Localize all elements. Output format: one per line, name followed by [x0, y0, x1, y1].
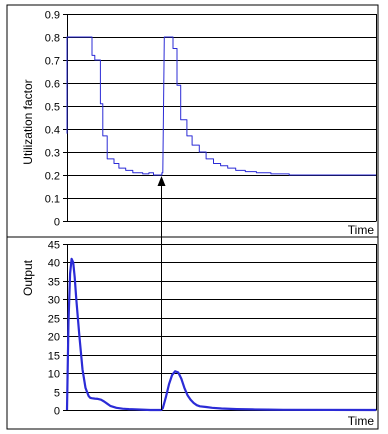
top-series-line-0	[66, 36, 376, 176]
bottom-ytick-label-1: 5	[54, 388, 60, 400]
top-ytick-label-8: 0.8	[45, 33, 60, 45]
bottom-ytick-label-3: 15	[48, 351, 60, 363]
top-ytick-label-3: 0.3	[45, 148, 60, 160]
bottom-panel-frame	[6, 236, 379, 430]
bottom-ytick-label-8: 40	[48, 258, 60, 270]
top-ytick-label-7: 0.7	[45, 56, 60, 68]
annotation-layer	[157, 176, 166, 410]
bottom-ytick-label-4: 20	[48, 332, 60, 344]
bottom-ytick-label-0: 0	[54, 406, 60, 418]
top-panel-frame	[6, 4, 379, 238]
top-ytick-label-5: 0.5	[45, 102, 60, 114]
top-y-axis-label: Utilization factor	[21, 79, 35, 164]
bottom-y-axis-label: Output	[21, 259, 35, 296]
top-ytick-label-9: 0.9	[45, 10, 60, 22]
panel-frames	[6, 4, 379, 430]
bottom-ytick-label-6: 30	[48, 295, 60, 307]
grid-lines	[63, 14, 377, 411]
top-ytick-label-0: 0	[54, 217, 60, 229]
bottom-x-axis-label: Time	[348, 414, 375, 428]
annotation-arrow-head	[157, 176, 166, 186]
top-ytick-label-6: 0.6	[45, 79, 60, 91]
bottom-ytick-label-2: 10	[48, 369, 60, 381]
top-ytick-label-1: 0.1	[45, 194, 60, 206]
series-layer	[65, 36, 377, 412]
tick-labels: 0 0.1 0.2 0.3 0.4 0.5 0.6 0.7 0.8 0.9 0 5 10 15 20 25 30…	[45, 10, 60, 418]
bottom-ytick-label-7: 35	[48, 277, 60, 289]
top-ytick-label-2: 0.2	[45, 171, 60, 183]
bottom-series-line-0	[65, 257, 377, 412]
bottom-ytick-label-5: 25	[48, 314, 60, 326]
top-x-axis-label: Time	[348, 223, 375, 237]
top-ytick-label-4: 0.4	[45, 125, 60, 137]
bottom-ytick-label-9: 45	[48, 240, 60, 252]
